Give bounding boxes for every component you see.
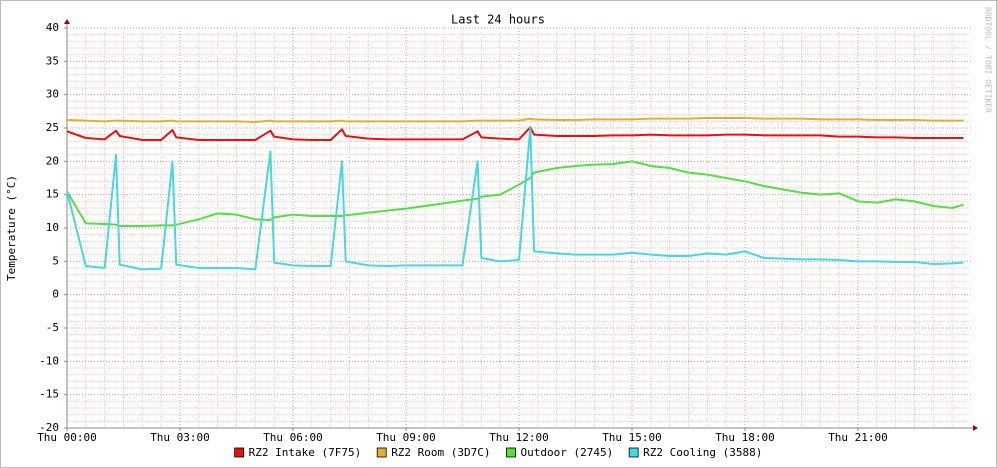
y-tick-label: -10 — [39, 354, 59, 367]
y-tick-label: 20 — [46, 154, 59, 167]
y-tick-label: 40 — [46, 21, 59, 34]
series-line — [66, 160, 964, 227]
y-tick-label: 25 — [46, 121, 59, 134]
x-tick-label: Thu 00:00 — [37, 431, 97, 444]
series-line — [66, 117, 964, 123]
watermark: RRDTOOL / TOBI OETIKER — [984, 7, 993, 113]
legend-swatch — [506, 447, 516, 458]
axis-arrow — [64, 19, 70, 24]
y-tick-label: 10 — [46, 221, 59, 234]
x-tick-label: Thu 15:00 — [602, 431, 662, 444]
y-tick-label: -20 — [39, 421, 59, 434]
y-tick-label: -15 — [39, 388, 59, 401]
y-tick-label: 30 — [46, 88, 59, 101]
y-tick-label: 15 — [46, 188, 59, 201]
legend-swatch — [234, 447, 245, 458]
y-tick-label: 35 — [46, 54, 59, 67]
legend-label: RZ2 Intake (7F75) — [249, 446, 362, 459]
y-axis-label: Temperature (°C) — [5, 175, 18, 281]
axis-arrow — [973, 425, 978, 431]
y-tick-label: -5 — [46, 321, 59, 334]
y-tick-label: 0 — [52, 288, 59, 301]
x-tick-label: Thu 21:00 — [828, 431, 888, 444]
chart-title: Last 24 hours — [451, 13, 545, 27]
y-tick-label: 5 — [52, 254, 59, 267]
series-line — [66, 127, 964, 271]
x-tick-label: Thu 06:00 — [263, 431, 323, 444]
x-tick-label: Thu 09:00 — [376, 431, 436, 444]
legend-swatch — [376, 447, 387, 458]
x-tick-label: Thu 18:00 — [715, 431, 775, 444]
series-line — [66, 126, 964, 141]
x-tick-label: Thu 03:00 — [150, 431, 210, 444]
legend-swatch — [628, 447, 639, 458]
legend-label: RZ2 Room (3D7C) — [391, 446, 490, 459]
legend-label: RZ2 Cooling (3588) — [643, 446, 762, 459]
x-tick-label: Thu 12:00 — [489, 431, 549, 444]
legend-label: Outdoor (2745) — [521, 446, 614, 459]
